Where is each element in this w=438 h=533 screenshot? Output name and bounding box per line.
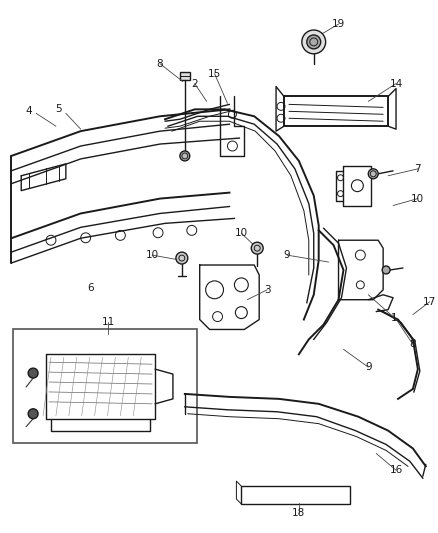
Text: 14: 14 [389, 78, 403, 88]
Circle shape [382, 266, 390, 274]
Text: 10: 10 [145, 250, 159, 260]
Circle shape [176, 252, 188, 264]
Bar [13, 329, 197, 443]
Text: 7: 7 [414, 164, 421, 174]
Text: 19: 19 [332, 19, 345, 29]
Text: 6: 6 [87, 283, 94, 293]
Text: 2: 2 [191, 78, 198, 88]
Text: 16: 16 [389, 465, 403, 475]
Text: 18: 18 [292, 508, 305, 518]
Circle shape [302, 30, 325, 54]
Text: 15: 15 [208, 69, 221, 79]
Text: 5: 5 [56, 104, 62, 115]
Circle shape [28, 409, 38, 419]
Text: 10: 10 [235, 228, 248, 238]
Text: 8: 8 [157, 59, 163, 69]
Text: 10: 10 [411, 193, 424, 204]
Circle shape [307, 35, 321, 49]
Text: 11: 11 [102, 317, 115, 327]
Text: 3: 3 [264, 285, 270, 295]
Bar [241, 486, 350, 504]
Circle shape [368, 169, 378, 179]
Text: 17: 17 [423, 297, 436, 306]
Circle shape [28, 368, 38, 378]
Circle shape [251, 242, 263, 254]
Text: 9: 9 [284, 250, 290, 260]
Bar [180, 71, 190, 79]
Text: 8: 8 [410, 340, 416, 349]
Text: 9: 9 [365, 362, 371, 372]
Text: 4: 4 [26, 106, 32, 116]
Text: 1: 1 [391, 312, 397, 322]
Circle shape [180, 151, 190, 161]
